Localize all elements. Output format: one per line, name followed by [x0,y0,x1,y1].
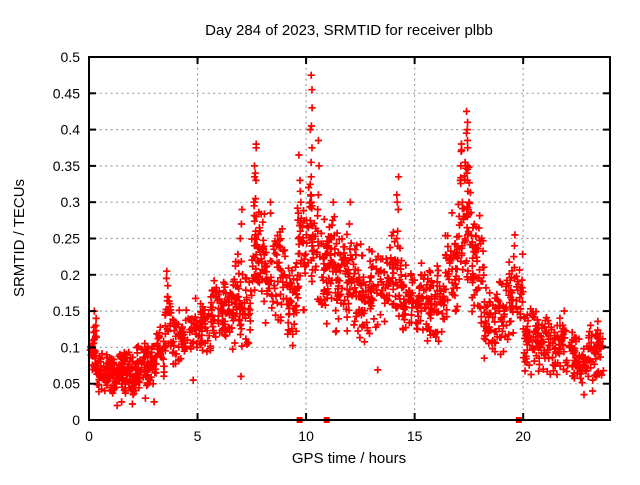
y-tick-label: 0 [72,412,80,428]
y-tick-label: 0.05 [53,376,80,392]
y-tick-label: 0.2 [61,267,81,283]
axis-ticks [88,56,610,421]
y-tick-label: 0.45 [53,85,80,101]
y-tick-label: 0.3 [61,194,81,210]
y-tick-label: 0.25 [53,231,80,247]
y-tick-label: 0.4 [61,122,81,138]
y-tick-labels: 0 0.05 0.1 0.15 0.2 0.25 0.3 0.35 0.4 0.45 0.5 [53,49,80,428]
chart-title: Day 284 of 2023, SRMTID for receiver plb… [205,22,493,39]
y-tick-label: 0.35 [53,158,80,174]
x-tick-label: 5 [194,428,202,444]
x-tick-label: 20 [515,428,531,444]
scatter-points [86,71,607,410]
x-tick-label: 15 [407,428,423,444]
y-tick-label: 0.5 [61,49,81,65]
y-tick-label: 0.1 [61,339,81,355]
data-point-markers [86,71,607,410]
x-tick-label: 10 [298,428,314,444]
x-tick-label: 0 [85,428,93,444]
x-axis-label: GPS time / hours [292,450,406,467]
y-tick-label: 0.15 [53,303,80,319]
x-tick-labels: 0 5 10 15 20 [85,428,531,444]
y-axis-label: SRMTID / TECUs [11,179,28,297]
